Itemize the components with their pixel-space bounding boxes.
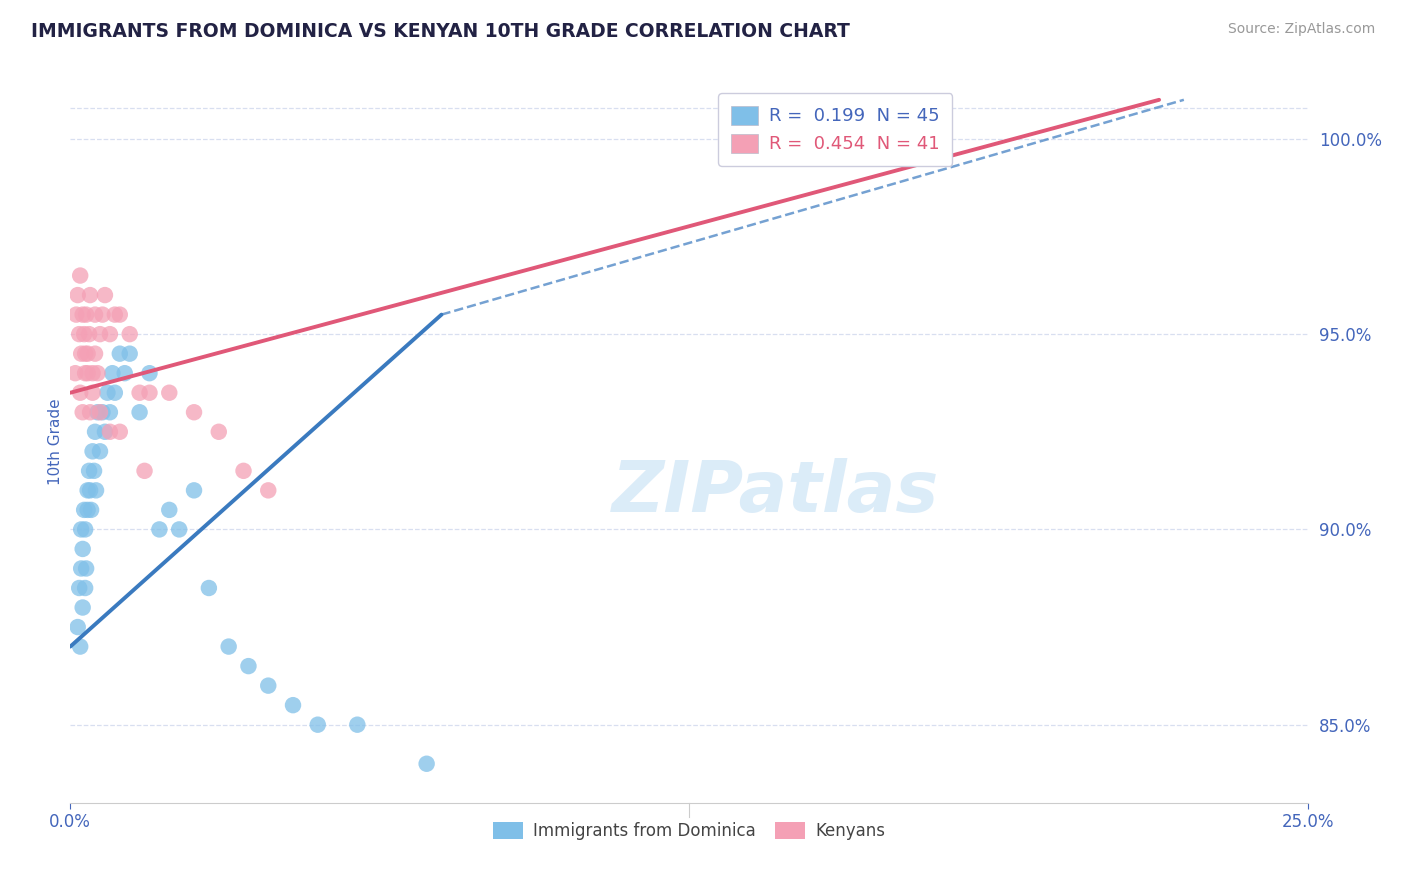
Point: [108, 346, 131, 360]
Point: [76, 483, 98, 498]
Point: [67, 327, 90, 342]
Point: [128, 385, 150, 400]
Point: [307, 717, 329, 731]
Point: [72, 541, 94, 556]
Point: [72, 308, 94, 322]
Point: [104, 385, 127, 400]
Point: [65, 308, 87, 322]
Point: [257, 483, 280, 498]
Point: [82, 385, 104, 400]
Point: [91, 405, 114, 419]
Point: [76, 346, 98, 360]
Point: [69, 385, 91, 400]
Point: [198, 581, 221, 595]
Point: [66, 288, 89, 302]
Point: [86, 366, 108, 380]
Point: [148, 523, 170, 537]
Point: [65, 366, 87, 380]
Point: [415, 756, 437, 771]
Point: [84, 308, 107, 322]
Point: [84, 425, 107, 439]
Point: [66, 620, 89, 634]
Point: [91, 308, 114, 322]
Point: [167, 523, 190, 537]
Point: [96, 385, 118, 400]
Point: [104, 308, 127, 322]
Point: [70, 346, 93, 360]
Point: [98, 327, 121, 342]
Point: [89, 405, 111, 419]
Point: [76, 366, 98, 380]
Point: [232, 464, 254, 478]
Point: [108, 425, 131, 439]
Point: [281, 698, 304, 713]
Legend: Immigrants from Dominica, Kenyans: Immigrants from Dominica, Kenyans: [484, 814, 894, 848]
Point: [118, 327, 141, 342]
Point: [118, 346, 141, 360]
Point: [79, 288, 101, 302]
Point: [183, 483, 205, 498]
Point: [138, 366, 160, 380]
Point: [82, 444, 104, 458]
Point: [72, 600, 94, 615]
Point: [128, 405, 150, 419]
Point: [77, 464, 100, 478]
Text: ZIPatlas: ZIPatlas: [612, 458, 939, 526]
Point: [257, 679, 280, 693]
Point: [75, 581, 97, 595]
Point: [69, 268, 91, 283]
Point: [84, 346, 107, 360]
Y-axis label: 10th Grade: 10th Grade: [48, 398, 63, 485]
Point: [75, 346, 97, 360]
Point: [70, 561, 93, 575]
Point: [84, 483, 107, 498]
Point: [75, 366, 97, 380]
Point: [157, 503, 180, 517]
Point: [98, 405, 121, 419]
Point: [138, 385, 160, 400]
Text: IMMIGRANTS FROM DOMINICA VS KENYAN 10TH GRADE CORRELATION CHART: IMMIGRANTS FROM DOMINICA VS KENYAN 10TH …: [31, 22, 849, 41]
Point: [83, 464, 105, 478]
Point: [157, 385, 180, 400]
Point: [183, 405, 205, 419]
Point: [75, 523, 97, 537]
Point: [77, 327, 100, 342]
Point: [101, 366, 124, 380]
Point: [238, 659, 260, 673]
Point: [346, 717, 368, 731]
Point: [82, 366, 104, 380]
Point: [89, 327, 111, 342]
Text: Source: ZipAtlas.com: Source: ZipAtlas.com: [1227, 22, 1375, 37]
Point: [98, 425, 121, 439]
Point: [94, 288, 117, 302]
Point: [75, 308, 97, 322]
Point: [89, 444, 111, 458]
Point: [73, 503, 96, 517]
Point: [208, 425, 231, 439]
Point: [79, 405, 101, 419]
Point: [67, 581, 90, 595]
Point: [69, 640, 91, 654]
Point: [79, 483, 101, 498]
Point: [114, 366, 136, 380]
Point: [134, 464, 156, 478]
Point: [218, 640, 240, 654]
Point: [86, 405, 108, 419]
Point: [73, 327, 96, 342]
Point: [94, 425, 117, 439]
Point: [75, 561, 97, 575]
Point: [72, 405, 94, 419]
Point: [76, 503, 98, 517]
Point: [108, 308, 131, 322]
Point: [80, 503, 103, 517]
Point: [70, 523, 93, 537]
